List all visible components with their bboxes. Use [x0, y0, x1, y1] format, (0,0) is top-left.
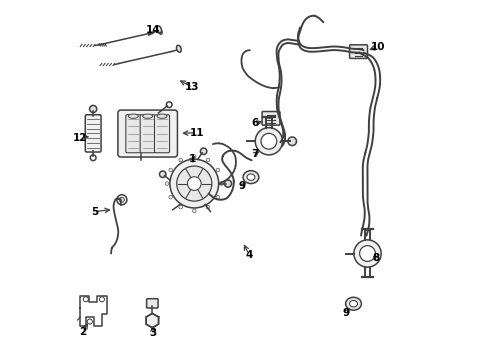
Circle shape: [83, 297, 88, 302]
Text: 2: 2: [79, 327, 86, 337]
Circle shape: [255, 128, 282, 155]
Circle shape: [169, 159, 218, 208]
FancyBboxPatch shape: [85, 115, 101, 152]
Circle shape: [176, 166, 211, 201]
Circle shape: [89, 105, 97, 113]
Text: 1: 1: [188, 154, 196, 164]
Polygon shape: [146, 314, 158, 328]
Circle shape: [192, 209, 196, 213]
Circle shape: [216, 195, 219, 199]
FancyBboxPatch shape: [146, 299, 158, 308]
Circle shape: [117, 195, 126, 205]
Circle shape: [287, 137, 296, 145]
FancyBboxPatch shape: [349, 45, 367, 58]
FancyBboxPatch shape: [262, 112, 280, 125]
Text: 9: 9: [238, 181, 244, 192]
Circle shape: [179, 206, 182, 209]
Circle shape: [159, 171, 165, 177]
Ellipse shape: [142, 114, 152, 118]
Ellipse shape: [349, 301, 357, 307]
Text: 13: 13: [185, 82, 199, 93]
Circle shape: [168, 195, 172, 199]
Circle shape: [87, 319, 92, 324]
FancyBboxPatch shape: [154, 115, 169, 153]
Text: 14: 14: [145, 25, 160, 35]
Circle shape: [206, 158, 209, 162]
Ellipse shape: [345, 297, 361, 310]
Circle shape: [353, 240, 380, 267]
Circle shape: [219, 182, 223, 185]
Ellipse shape: [157, 26, 161, 33]
Ellipse shape: [157, 28, 162, 34]
Circle shape: [90, 155, 96, 161]
Text: 3: 3: [149, 328, 156, 338]
Text: 12: 12: [73, 133, 87, 143]
Text: 5: 5: [91, 207, 98, 217]
Circle shape: [166, 102, 172, 108]
Ellipse shape: [246, 174, 254, 180]
FancyBboxPatch shape: [125, 115, 141, 153]
Ellipse shape: [176, 45, 181, 52]
Circle shape: [206, 206, 209, 209]
Circle shape: [200, 148, 206, 154]
Ellipse shape: [157, 114, 167, 118]
Circle shape: [359, 246, 375, 261]
Ellipse shape: [128, 114, 138, 118]
Text: 9: 9: [342, 309, 348, 318]
Circle shape: [187, 177, 201, 190]
Circle shape: [168, 168, 172, 172]
FancyBboxPatch shape: [140, 115, 155, 153]
FancyBboxPatch shape: [118, 110, 177, 157]
Circle shape: [119, 197, 124, 202]
Text: 8: 8: [372, 253, 379, 263]
Circle shape: [224, 180, 231, 187]
Text: 7: 7: [251, 149, 259, 159]
Circle shape: [165, 182, 168, 185]
Text: 11: 11: [189, 128, 204, 138]
Ellipse shape: [243, 171, 258, 184]
Circle shape: [216, 168, 219, 172]
Text: 4: 4: [244, 249, 252, 260]
Text: 10: 10: [370, 42, 385, 51]
Circle shape: [261, 134, 276, 149]
Circle shape: [99, 297, 104, 302]
Circle shape: [192, 154, 196, 158]
Circle shape: [179, 158, 182, 162]
Text: 6: 6: [251, 118, 258, 128]
